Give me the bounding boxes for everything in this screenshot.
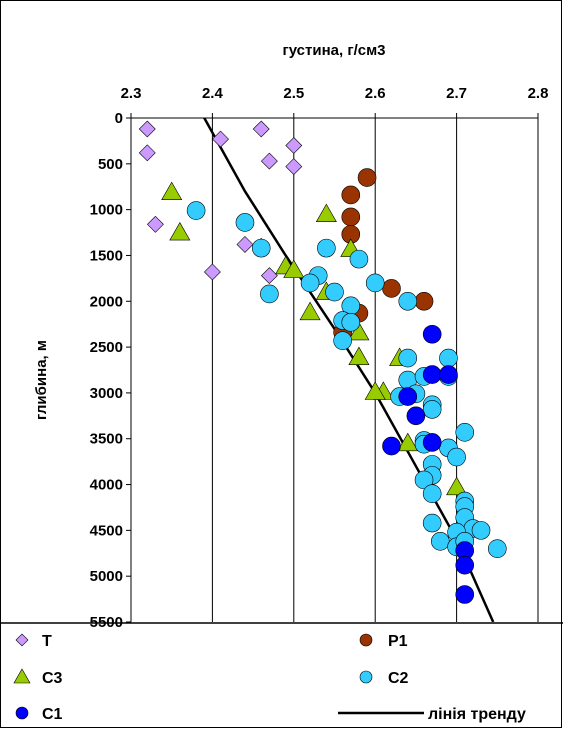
legend-swatch-c3 bbox=[13, 668, 31, 684]
y-tick-label: 4500 bbox=[90, 522, 123, 539]
point-t bbox=[138, 144, 156, 162]
point-c2 bbox=[251, 238, 271, 258]
point-c1 bbox=[439, 365, 458, 384]
point-c3 bbox=[161, 181, 183, 201]
point-c3 bbox=[348, 321, 370, 341]
x-tick-label: 2.6 bbox=[365, 85, 386, 102]
point-c2 bbox=[365, 273, 385, 293]
point-c1 bbox=[455, 585, 475, 604]
legend-swatch-p1 bbox=[359, 633, 373, 647]
point-t bbox=[260, 267, 278, 285]
point-c2 bbox=[341, 313, 361, 332]
point-c2 bbox=[398, 291, 418, 311]
point-t bbox=[252, 120, 270, 138]
legend-label-p1: P1 bbox=[388, 633, 408, 650]
y-tick-label: 5000 bbox=[90, 568, 123, 585]
point-c2 bbox=[431, 532, 450, 551]
legend-label-c2: C2 bbox=[388, 670, 409, 687]
point-t bbox=[285, 158, 303, 175]
point-c2 bbox=[422, 400, 442, 419]
point-c2 bbox=[439, 348, 458, 368]
y-tick-label: 1500 bbox=[90, 247, 123, 264]
point-p1 bbox=[357, 168, 377, 187]
point-c3 bbox=[446, 476, 468, 496]
point-c2 bbox=[422, 513, 442, 533]
point-t bbox=[138, 120, 156, 138]
x-tick-label: 2.3 bbox=[121, 85, 142, 102]
point-p1 bbox=[382, 279, 401, 298]
point-c1 bbox=[455, 555, 475, 575]
point-p1 bbox=[341, 185, 361, 205]
legend-label-c3: C3 bbox=[42, 670, 63, 687]
legend-swatch-c2 bbox=[359, 670, 373, 684]
point-t bbox=[285, 137, 303, 154]
legend-label-c1: C1 bbox=[42, 706, 63, 723]
point-c2 bbox=[333, 331, 352, 350]
y-tick-label: 3500 bbox=[90, 431, 123, 448]
point-c1 bbox=[398, 387, 418, 406]
point-c3 bbox=[283, 259, 305, 278]
point-c3 bbox=[169, 221, 191, 241]
y-tick-label: 2500 bbox=[90, 339, 123, 356]
point-t bbox=[236, 236, 254, 253]
legend-swatch-t bbox=[15, 633, 29, 647]
point-c3 bbox=[348, 346, 370, 365]
point-c2 bbox=[260, 284, 279, 304]
point-c3 bbox=[299, 301, 321, 321]
point-c2 bbox=[414, 470, 434, 490]
point-c2 bbox=[398, 348, 418, 368]
point-t bbox=[260, 152, 278, 170]
point-p1 bbox=[341, 207, 361, 227]
point-c2 bbox=[300, 273, 320, 293]
point-c2 bbox=[455, 423, 475, 442]
point-c2 bbox=[317, 238, 336, 258]
point-c1 bbox=[406, 406, 426, 426]
x-tick-label: 2.4 bbox=[202, 85, 224, 102]
x-tick-label: 2.5 bbox=[283, 85, 304, 102]
point-t bbox=[212, 130, 229, 148]
point-c2 bbox=[471, 521, 491, 540]
x-tick-label: 2.8 bbox=[528, 85, 549, 102]
point-c3 bbox=[364, 381, 386, 400]
x-axis-title: густина, г/см3 bbox=[282, 42, 385, 59]
point-c2 bbox=[325, 282, 344, 302]
y-tick-label: 4000 bbox=[90, 477, 123, 494]
point-p1 bbox=[414, 291, 434, 311]
point-c2 bbox=[349, 249, 369, 269]
y-tick-label: 0 bbox=[115, 110, 123, 127]
point-c2 bbox=[235, 213, 255, 232]
y-tick-label: 1000 bbox=[90, 202, 123, 219]
legend-swatch-c1 bbox=[15, 706, 29, 720]
point-c2 bbox=[186, 201, 206, 220]
point-t bbox=[203, 263, 221, 281]
y-tick-label: 500 bbox=[98, 156, 123, 173]
point-c1 bbox=[422, 365, 442, 384]
point-c3 bbox=[397, 432, 419, 452]
point-c2 bbox=[447, 447, 466, 467]
point-c2 bbox=[422, 484, 442, 504]
y-tick-label: 2000 bbox=[90, 293, 123, 310]
legend-label-t: T bbox=[42, 633, 52, 650]
legend-label-лінія-тренду: лінія тренду bbox=[428, 706, 526, 723]
point-c2 bbox=[487, 539, 507, 558]
point-c1 bbox=[382, 436, 401, 456]
point-c1 bbox=[422, 433, 442, 452]
point-c1 bbox=[422, 324, 442, 344]
y-axis-title: глибина, м bbox=[33, 340, 50, 420]
y-tick-label: 3000 bbox=[90, 385, 123, 402]
point-c3 bbox=[315, 203, 337, 223]
x-tick-label: 2.7 bbox=[446, 85, 467, 102]
point-t bbox=[146, 215, 164, 233]
